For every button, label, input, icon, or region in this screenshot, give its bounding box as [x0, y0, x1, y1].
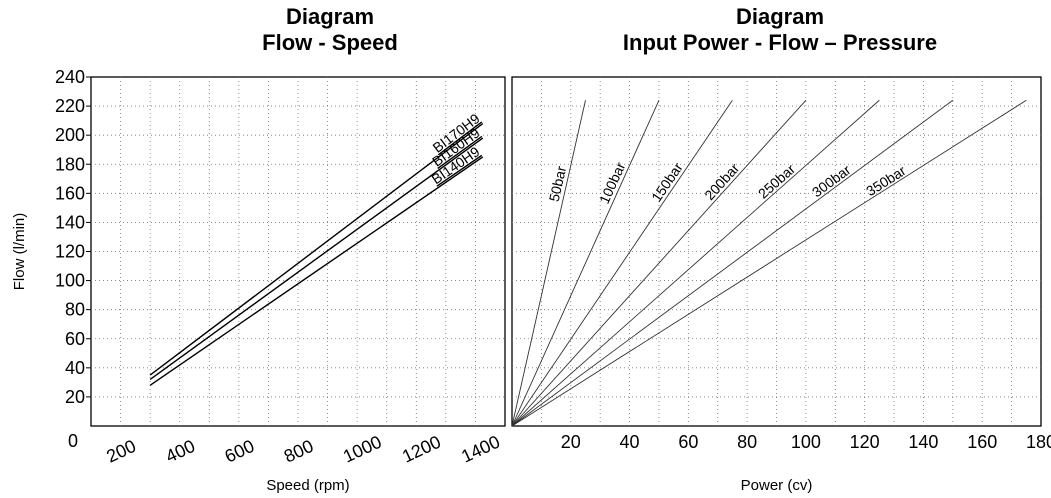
- left-x-tick-label: 400: [163, 436, 199, 467]
- right-series-label: 50bar: [546, 164, 570, 203]
- right-x-tick-label: 120: [850, 432, 880, 452]
- right-x-tick-label: 60: [678, 432, 698, 452]
- right-series-line: [511, 100, 733, 427]
- right-x-tick-label: 180: [1026, 432, 1051, 452]
- left-chart-title: Diagram Flow - Speed: [190, 4, 470, 56]
- left-x-tick-label: 200: [103, 436, 139, 467]
- left-chart-title-line2: Flow - Speed: [262, 30, 398, 55]
- left-x-tick-label: 600: [222, 436, 258, 467]
- left-y-tick-label: 120: [55, 242, 85, 262]
- right-x-tick-label: 160: [967, 432, 997, 452]
- right-chart-title: Diagram Input Power - Flow – Pressure: [560, 4, 1000, 56]
- left-y-tick-label: 80: [65, 300, 85, 320]
- right-series-line: [511, 99, 954, 427]
- right-series-line: [511, 99, 880, 427]
- left-series-line: [149, 137, 484, 381]
- right-x-tick-label: 40: [620, 432, 640, 452]
- left-y-tick-label: 100: [55, 271, 85, 291]
- right-x-tick-label: 80: [737, 432, 757, 452]
- left-y-tick-label: 240: [55, 67, 85, 87]
- right-x-tick-label: 140: [908, 432, 938, 452]
- left-y-tick-label: 200: [55, 125, 85, 145]
- left-y-tick-label: 220: [55, 96, 85, 116]
- right-series-line: [511, 99, 807, 427]
- right-series-line: [511, 100, 660, 427]
- left-series-line: [149, 156, 484, 386]
- left-y-tick-label: 160: [55, 183, 85, 203]
- left-x-axis-label: Speed (rpm): [266, 477, 349, 494]
- right-chart-title-line1: Diagram: [735, 4, 825, 29]
- right-chart-title-line2: Input Power - Flow – Pressure: [622, 30, 938, 55]
- right-x-axis-label: Power (cv): [741, 477, 813, 494]
- left-y-tick-label: 180: [55, 154, 85, 174]
- left-y-tick-label: 40: [65, 358, 85, 378]
- left-y-tick-label: 60: [65, 329, 85, 349]
- left-series-line: [149, 122, 484, 376]
- left-x-tick-label: 1400: [458, 432, 503, 467]
- right-series-line: [511, 100, 586, 427]
- left-x-tick-label: 1000: [340, 432, 385, 467]
- left-y-axis-label: Flow (l/min): [11, 213, 28, 291]
- left-x-tick-label: 1200: [399, 432, 444, 467]
- left-x-tick-label: 0: [68, 431, 78, 451]
- left-y-tick-label: 140: [55, 212, 85, 232]
- right-x-tick-label: 20: [561, 432, 581, 452]
- left-x-tick-label: 800: [281, 436, 317, 467]
- left-chart-title-line1: Diagram: [285, 4, 375, 29]
- right-x-tick-label: 100: [791, 432, 821, 452]
- left-y-tick-label: 20: [65, 387, 85, 407]
- right-series-line: [511, 99, 1027, 427]
